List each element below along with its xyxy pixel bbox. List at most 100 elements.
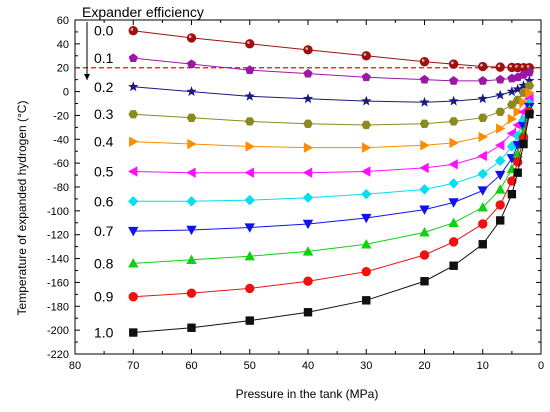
data-point [449,137,459,149]
data-point [519,139,528,149]
data-point [186,196,197,207]
y-tick-label: -200 [47,325,69,337]
data-point [303,45,313,55]
data-point [477,113,488,122]
series-0-3: 0.3 [94,81,535,130]
data-point [513,106,523,118]
x-tick-label: 10 [477,360,489,372]
efficiency-label: 0.0 [94,23,114,39]
data-point [361,95,372,106]
efficiency-label: 0.3 [94,106,114,122]
data-point [361,213,372,224]
data-point [302,219,314,230]
data-point-highlight [497,64,501,68]
data-point [478,240,487,249]
series-0-6: 0.6 [94,98,535,209]
data-point [477,202,488,212]
data-point [495,155,506,166]
series-0-7: 0.7 [94,102,535,239]
data-point [128,53,138,63]
data-point-highlight [305,47,309,50]
x-tick-label: 60 [185,360,197,372]
series-1-0: 1.0 [94,110,534,341]
data-point [128,110,139,119]
series-line [133,98,530,174]
data-point [506,86,518,96]
data-point [448,198,459,208]
data-point [449,76,459,85]
x-tick-label: 30 [360,360,372,372]
data-point-highlight [247,41,250,44]
plot-layer: 80 70 60 50 40 30 20 10 0 60 40 20 0 -20 -40 -60 -80 -100… [47,15,544,372]
data-point [186,33,197,43]
data-point [186,288,197,298]
data-point [245,141,255,152]
data-point [302,192,314,203]
data-point [245,65,255,74]
data-point [419,184,430,195]
data-point [477,93,488,104]
data-point [186,254,197,264]
efficiency-label: 0.1 [94,50,114,66]
data-point [186,225,197,236]
data-point [448,59,459,69]
efficiency-label: 0.7 [94,223,114,239]
data-point [507,189,517,199]
data-point [128,196,139,207]
data-point-highlight [188,35,192,38]
x-tick-label: 20 [418,360,430,372]
x-axis-title: Pressure in the tank (MPa) [236,387,379,401]
data-point [245,283,255,294]
data-point [496,123,506,134]
data-point [478,219,488,229]
data-point [448,95,459,106]
data-point-highlight [520,65,524,68]
data-point [513,168,522,177]
data-point [361,239,372,249]
x-tick-label: 70 [127,360,139,372]
data-point [303,119,313,128]
data-point [187,138,197,150]
data-point [186,167,196,178]
data-point [244,117,255,126]
data-point-highlight [421,59,425,62]
data-point [419,119,430,128]
data-point [477,168,488,180]
data-point [128,258,139,268]
data-point [525,87,535,98]
data-point [245,316,254,325]
data-point [478,76,488,85]
efficiency-label: 1.0 [94,325,114,341]
x-tick-label: 0 [538,360,544,372]
data-point [128,166,138,177]
series-line [133,114,530,334]
data-point [361,266,371,277]
data-point-highlight [451,61,454,65]
data-point [449,261,458,270]
y-tick-label: -120 [47,230,69,242]
data-point [361,120,372,130]
data-point [495,74,505,84]
data-point [448,217,459,227]
data-point [419,205,430,215]
data-point [448,159,458,170]
data-point [477,150,487,162]
data-point [128,26,138,36]
y-tick-label: 0 [63,87,69,99]
data-point [303,142,314,153]
data-point [519,97,529,108]
series-0-2: 0.2 [94,75,535,107]
data-point [518,80,529,90]
data-point [496,216,505,225]
data-point [362,296,371,305]
data-point [495,200,505,210]
y-tick-label: -220 [47,349,69,361]
data-point [512,130,523,141]
efficiency-label: 0.5 [94,163,114,179]
data-point [129,328,138,337]
y-tick-label: -180 [47,301,69,313]
data-point-highlight [526,65,530,68]
series-0-8: 0.8 [94,104,535,271]
data-point [507,100,517,109]
